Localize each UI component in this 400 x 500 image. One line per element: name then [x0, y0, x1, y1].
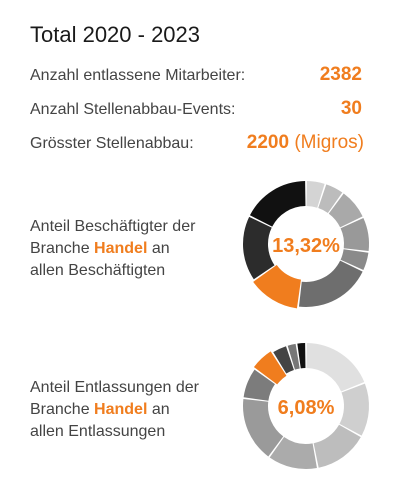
page-title: Total 2020 - 2023 [30, 22, 201, 47]
donut-slice-highlight [253, 264, 301, 309]
donut-slice [297, 343, 306, 369]
chart-label-post: an [147, 240, 170, 257]
donut-slice [328, 193, 363, 228]
stat-label-entlassene: Anzahl entlassene Mitarbeiter: [30, 67, 246, 84]
donut-slice-highlight [253, 351, 287, 385]
chart-label-highlight: Handel [94, 240, 148, 257]
donut-slice [339, 383, 369, 436]
donut-slice [243, 398, 284, 457]
chart-label-entlassungen: Anteil Entlassungen der Branche Handel a… [30, 377, 230, 443]
stat-value-entlassene: 2382 [320, 64, 362, 86]
chart-label-line3: allen Beschäftigten [30, 262, 166, 279]
chart-label-line2: Branche Handel an [30, 399, 230, 421]
donut-slice [318, 184, 343, 213]
stat-value-company: (Migros) [294, 132, 364, 153]
chart-label-line3: allen Entlassungen [30, 423, 166, 440]
donut-slice [298, 260, 363, 307]
donut-slice [340, 249, 369, 271]
donut-slice [249, 181, 306, 227]
chart-label-post: an [147, 401, 170, 418]
chart-label-pre: Branche [30, 401, 95, 418]
donut-slice [287, 343, 300, 370]
donut-slice [306, 181, 325, 208]
stat-value-number: 30 [340, 98, 362, 119]
stat-value-groesster: 2200 (Migros) [247, 132, 364, 154]
donut-slice [313, 424, 361, 468]
donut-slice [306, 343, 365, 392]
stat-label-groesster: Grösster Stellenabbau: [30, 135, 194, 152]
chart-label-line2: Branche Handel an [30, 238, 230, 260]
donut-slice [243, 369, 275, 401]
donut-chart-entlassungen: 6,08% [243, 343, 369, 469]
donut-slice [340, 217, 369, 252]
chart-label-highlight: Handel [94, 401, 148, 418]
stat-value-number: 2382 [319, 64, 362, 85]
stat-label-events: Anzahl Stellenabbau-Events: [30, 101, 236, 118]
chart-label-beschaeftigte: Anteil Beschäftigter der Branche Handel … [30, 216, 230, 282]
chart-label-line1: Anteil Beschäftigter der [30, 218, 196, 235]
donut-chart-beschaeftigte: 13,32% [242, 181, 369, 309]
donut-slice [242, 216, 275, 280]
stat-value-number: 2200 [246, 132, 290, 153]
donut-center-value: 13,32% [272, 235, 340, 257]
stat-value-events: 30 [341, 98, 362, 120]
chart-label-line1: Anteil Entlassungen der [30, 379, 199, 396]
chart-label-pre: Branche [30, 240, 95, 257]
donut-center-value: 6,08% [278, 397, 335, 419]
donut-slice [269, 437, 317, 469]
donut-slice [273, 346, 294, 374]
